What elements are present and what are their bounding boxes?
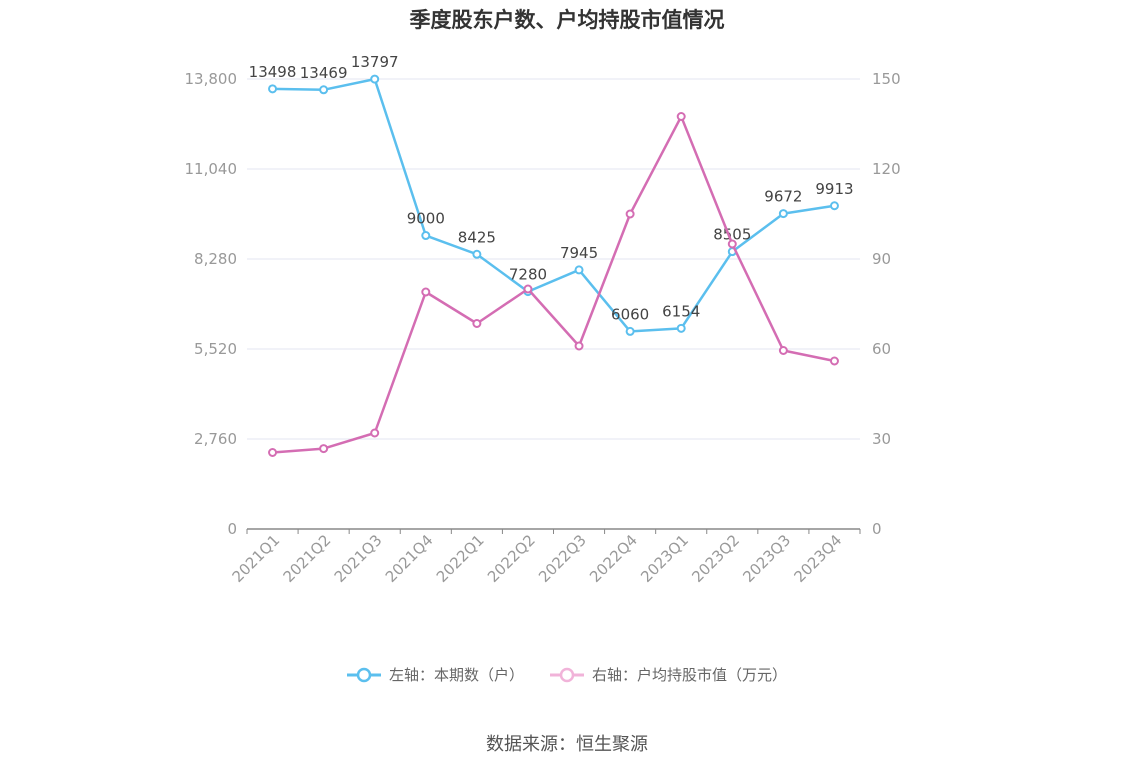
y-left-tick-label: 8,280 — [194, 250, 237, 268]
data-point — [727, 239, 737, 249]
data-label: 8425 — [458, 228, 496, 246]
data-label: 9913 — [815, 180, 853, 198]
data-label: 6154 — [662, 302, 700, 320]
data-point — [523, 284, 533, 294]
y-right-tick-label: 150 — [872, 70, 901, 88]
series-line-0 — [272, 77, 835, 333]
legend-line-circle-icon — [550, 667, 584, 682]
data-point — [625, 209, 635, 219]
data-label: 7280 — [509, 266, 547, 284]
y-right-tick-label: 120 — [872, 160, 901, 178]
legend: 左轴：本期数（户） 右轴：户均持股市值（万元） — [0, 664, 1134, 685]
y-left-tick-label: 11,040 — [185, 160, 238, 178]
data-point — [421, 287, 431, 297]
x-tick-label: 2022Q4 — [586, 531, 641, 586]
x-tick-label: 2021Q1 — [229, 531, 284, 586]
data-point — [676, 323, 686, 333]
y-left-tick-label: 5,520 — [194, 340, 237, 358]
y-right-tick-label: 90 — [872, 250, 891, 268]
data-point — [268, 84, 278, 94]
y-left-tick-label: 0 — [227, 520, 237, 538]
data-point — [319, 444, 329, 454]
data-label: 13498 — [249, 63, 297, 81]
x-tick-label: 2022Q1 — [433, 531, 488, 586]
x-tick-label: 2023Q2 — [688, 531, 743, 586]
data-label: 6060 — [611, 305, 649, 323]
data-point — [574, 341, 584, 351]
data-point — [778, 209, 788, 219]
data-point — [676, 112, 686, 121]
data-point — [472, 319, 482, 328]
data-point — [625, 326, 635, 336]
data-label: 13469 — [300, 64, 348, 82]
data-point — [319, 85, 329, 95]
x-tick-label: 2022Q2 — [484, 531, 539, 586]
x-tick-label: 2023Q1 — [637, 531, 692, 586]
legend-label-avg-value: 右轴：户均持股市值（万元） — [592, 666, 788, 684]
data-label: 9000 — [407, 210, 445, 228]
x-tick-label: 2023Q3 — [739, 531, 794, 586]
legend-label-households: 左轴：本期数（户） — [388, 666, 524, 684]
y-left-tick-label: 2,760 — [194, 430, 237, 448]
x-tick-label: 2021Q4 — [382, 531, 437, 586]
data-point — [574, 265, 584, 275]
y-right-tick-label: 60 — [872, 340, 891, 358]
data-point — [421, 231, 431, 241]
x-tick-label: 2021Q2 — [280, 531, 335, 586]
data-point — [370, 74, 380, 84]
data-label: 8505 — [713, 226, 751, 244]
x-tick-label: 2023Q4 — [790, 531, 845, 586]
series-line-1 — [272, 115, 835, 454]
data-label: 9672 — [764, 188, 802, 206]
y-right-tick-label: 30 — [872, 430, 891, 448]
data-label: 7945 — [560, 244, 598, 262]
legend-item-avg-value[interactable]: 右轴：户均持股市值（万元） — [550, 664, 787, 685]
source-note: 数据来源：恒生聚源 — [486, 734, 648, 755]
data-point — [829, 201, 839, 211]
data-point — [829, 356, 839, 366]
legend-item-households[interactable]: 左轴：本期数（户） — [346, 664, 524, 685]
chart-title: 季度股东户数、户均持股市值情况 — [409, 8, 725, 32]
x-tick-label: 2022Q3 — [535, 531, 590, 586]
legend-line-circle-icon — [346, 667, 381, 682]
y-right-tick-label: 0 — [872, 520, 882, 538]
y-left-tick-label: 13,800 — [185, 70, 238, 88]
data-point — [472, 249, 482, 259]
data-label: 13797 — [351, 53, 399, 71]
data-point — [778, 346, 788, 355]
data-point — [268, 448, 278, 457]
x-tick-label: 2021Q3 — [331, 531, 386, 586]
data-point — [370, 428, 380, 438]
